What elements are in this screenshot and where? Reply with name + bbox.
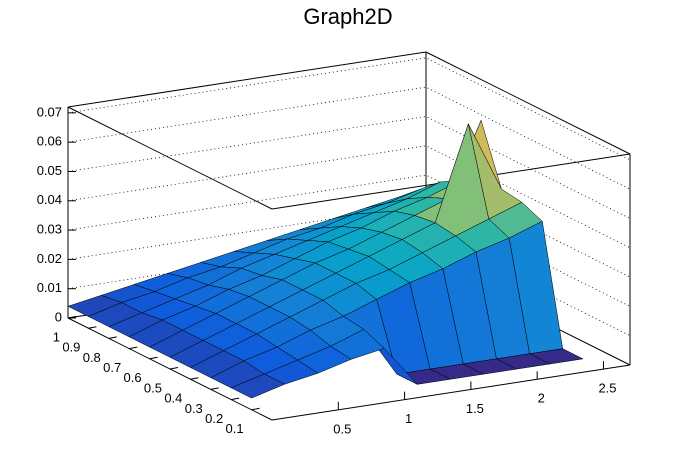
y-tick-label: 1 [53, 329, 60, 344]
x-axis [271, 364, 631, 421]
y-tick [190, 377, 199, 380]
z-tick-label: 0.04 [37, 192, 62, 207]
y-tick [129, 346, 138, 350]
y-tick [231, 397, 240, 401]
grid-line [67, 57, 631, 161]
z-tick-label: 0.07 [37, 104, 62, 119]
box-edge [425, 51, 631, 155]
grid-line [67, 174, 631, 278]
y-tick [88, 326, 97, 329]
y-tick-label: 0.1 [226, 421, 244, 436]
y-tick-label: 0.4 [164, 391, 182, 406]
z-tick-label: 0.03 [37, 222, 62, 237]
y-tick [67, 316, 77, 319]
grid-line [67, 203, 631, 307]
y-tick-label: 0.3 [185, 401, 203, 416]
grid-line [67, 86, 631, 190]
surface-cell [230, 373, 286, 399]
x-tick-label: 0.5 [333, 421, 351, 436]
grid-line [67, 145, 631, 249]
z-tick-label: 0.06 [37, 134, 62, 149]
box-edge [67, 51, 427, 108]
grid-line [67, 116, 631, 219]
y-tick [149, 356, 158, 360]
x-tick-label: 1.5 [466, 401, 484, 416]
y-tick-label: 0.6 [124, 370, 142, 385]
y-tick-label: 0.9 [62, 340, 80, 355]
y-tick [108, 336, 117, 339]
y-tick [210, 387, 219, 390]
x-tick-label: 2.5 [598, 381, 616, 396]
chart-title: Graph2D [303, 4, 392, 29]
y-tick [251, 407, 260, 411]
y-tick-label: 0.7 [103, 360, 121, 375]
z-tick-label: 0.05 [37, 163, 62, 178]
y-tick [169, 367, 179, 370]
z-tick-label: 0.02 [37, 251, 62, 266]
x-tick-label: 2 [538, 391, 545, 406]
y-tick-label: 0.5 [144, 380, 162, 395]
y-tick-label: 0.2 [205, 411, 223, 426]
y-tick-label: 0.8 [83, 350, 101, 365]
z-tick-label: 0 [55, 309, 62, 324]
z-tick-label: 0.01 [37, 280, 62, 295]
x-tick-label: 1 [405, 411, 412, 426]
box-edge [67, 106, 273, 210]
